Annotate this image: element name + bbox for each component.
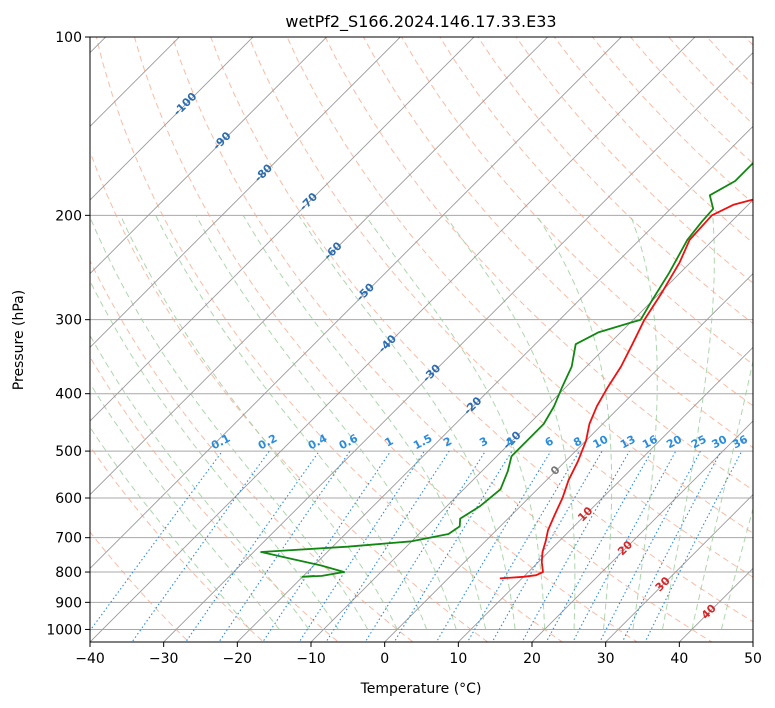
isotherm-line	[531, 420, 753, 642]
mixing-ratio-line	[466, 450, 580, 642]
y-tick-label: 600	[55, 491, 82, 507]
isotherm-line	[163, 52, 753, 642]
moist-adiabat-line	[242, 215, 487, 630]
isotherm-line	[90, 37, 475, 422]
moist-adiabat-line	[444, 215, 576, 630]
isotherm-line	[90, 37, 328, 275]
x-tick-label: −30	[149, 651, 179, 667]
x-tick-label: −10	[296, 651, 326, 667]
isotherm-line	[90, 37, 696, 642]
dry-adiabat-line	[90, 259, 414, 642]
x-axis-label: Temperature (°C)	[360, 681, 482, 697]
moist-adiabat-line	[90, 279, 339, 630]
isotherm-line	[90, 37, 180, 127]
background-lines	[0, 10, 775, 654]
y-tick-label: 500	[55, 444, 82, 460]
isotherm-line	[384, 273, 753, 642]
dry-adiabat-line	[477, 37, 753, 325]
isotherm-line	[90, 37, 254, 201]
mixing-ratio-label: 25	[689, 433, 709, 452]
mixing-ratio-line	[262, 450, 392, 642]
y-tick-label: 200	[55, 208, 82, 224]
plot-frame	[89, 36, 754, 643]
x-tick-label: −20	[223, 651, 253, 667]
isotherm-line	[457, 346, 753, 642]
y-axis-label: Pressure (hPa)	[11, 290, 27, 390]
moist-adiabat-line	[90, 382, 280, 630]
chart-title: wetPf2_S166.2024.146.17.33.E33	[285, 12, 556, 32]
x-tick-label: 30	[597, 651, 615, 667]
moist-adiabat-line	[661, 215, 715, 630]
mixing-ratio-line	[393, 450, 513, 642]
moist-adiabat-line	[90, 334, 310, 630]
moist-adiabat-line	[536, 215, 613, 630]
mixing-ratio-line	[298, 450, 425, 642]
mixing-ratio-label: 30	[710, 433, 730, 452]
y-tick-label: 900	[55, 595, 82, 611]
moist-adiabat-line	[155, 215, 428, 630]
y-tick-label: 1000	[46, 622, 82, 638]
dewpoint-profile-line	[260, 161, 753, 578]
axes: −40 −30 −20 −10 0 10 20 30 40 50 100 200 300 400 500 60…	[46, 30, 762, 667]
temperature-profile-line	[499, 198, 753, 580]
mixing-ratio-label: 10	[591, 432, 611, 451]
x-tick-label: 10	[449, 651, 467, 667]
y-tick-label: 800	[55, 565, 82, 581]
mixing-ratio-line	[599, 450, 701, 642]
dry-adiabat-line	[90, 445, 265, 642]
moist-adiabat-line	[195, 215, 457, 630]
profile-lines	[260, 161, 753, 580]
isotherm-line	[90, 37, 549, 496]
y-tick-label: 400	[55, 387, 82, 403]
y-tick-label: 700	[55, 531, 82, 547]
mixing-ratio-line	[131, 450, 270, 642]
moist-adiabat-line	[120, 215, 398, 630]
moist-adiabat-line	[298, 215, 516, 630]
dry-adiabat-line	[90, 356, 340, 642]
dry-adiabat-line	[172, 37, 713, 642]
mixing-ratio-label: 36	[730, 433, 750, 452]
mixing-ratio-line	[218, 450, 351, 642]
x-tick-label: 50	[744, 651, 762, 667]
isotherm-line	[90, 37, 622, 569]
y-tick-label: 300	[55, 313, 82, 329]
mixing-ratio-line	[572, 450, 677, 642]
dry-adiabat-line	[90, 531, 190, 642]
dry-adiabat-line	[286, 37, 753, 534]
mixing-ratio-line	[325, 450, 450, 642]
mixing-ratio-label: 13	[618, 433, 638, 452]
x-tick-label: 20	[523, 651, 541, 667]
dry-adiabat-line	[770, 24, 775, 654]
mixing-ratio-label: 20	[664, 432, 684, 451]
mixing-ratio-line	[491, 450, 603, 642]
dry-adiabat-line	[95, 37, 564, 642]
isotherm-line	[90, 37, 401, 348]
moist-adiabat-line	[691, 358, 753, 630]
isotherm-line	[605, 494, 753, 642]
y-tick-label: 100	[55, 30, 82, 46]
plot-background	[90, 37, 753, 642]
dry-adiabat-line	[210, 37, 753, 623]
mixing-ratio-line	[364, 450, 486, 642]
mixing-ratio-line	[90, 450, 223, 632]
mixing-ratio-line	[435, 450, 552, 642]
mixing-ratio-label: 16	[640, 433, 660, 452]
isotherm-line	[310, 199, 753, 642]
x-tick-label: 40	[670, 651, 688, 667]
dry-adiabat-line	[133, 37, 638, 642]
moist-adiabat-line	[90, 215, 369, 630]
moist-adiabat-line	[90, 426, 251, 630]
isotherm-line	[236, 125, 753, 642]
x-tick-label: 0	[380, 651, 389, 667]
dry-adiabat-line	[248, 37, 753, 578]
isotherm-line	[0, 10, 59, 654]
x-tick-label: −40	[75, 651, 105, 667]
dry-adiabat-line	[401, 37, 753, 407]
dry-adiabat-line	[439, 37, 753, 365]
mixing-ratio-line	[545, 450, 653, 642]
